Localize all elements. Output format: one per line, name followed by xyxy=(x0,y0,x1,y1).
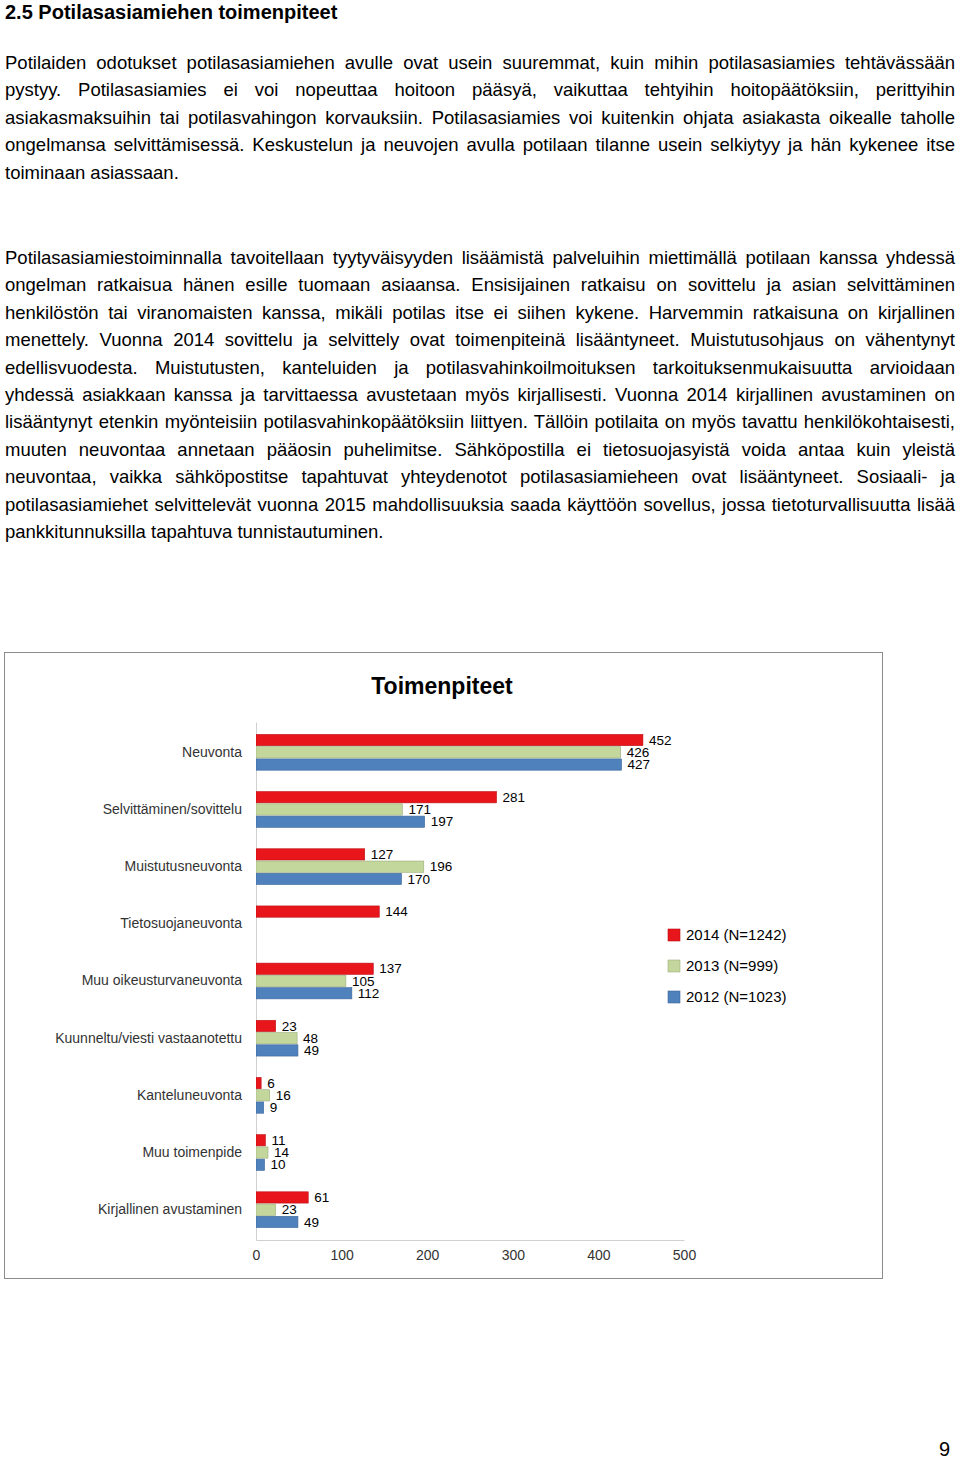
bar xyxy=(256,1102,264,1113)
data-label: 61 xyxy=(314,1190,329,1205)
data-label: 23 xyxy=(282,1202,297,1217)
data-label: 112 xyxy=(358,986,380,1001)
y-tick: Muistutusneuvonta xyxy=(124,858,256,874)
page-number: 9 xyxy=(939,1438,950,1461)
bar xyxy=(256,963,373,974)
data-label: 6 xyxy=(267,1076,275,1091)
y-tick: Neuvonta xyxy=(182,744,256,760)
bar xyxy=(256,906,379,917)
bar xyxy=(256,975,346,986)
data-label: 144 xyxy=(385,904,408,919)
legend-label: 2012 (N=1023) xyxy=(686,988,787,1005)
bar xyxy=(256,1159,265,1170)
data-label: 49 xyxy=(304,1043,319,1058)
bar xyxy=(256,849,365,860)
bar xyxy=(256,1045,298,1056)
x-tick-label: 300 xyxy=(502,1247,526,1263)
data-label: 196 xyxy=(430,859,453,874)
x-tick-label: 0 xyxy=(253,1247,261,1263)
x-axis: 0 100 200 300 400 500 xyxy=(253,1240,697,1263)
axis-line xyxy=(257,1240,685,1241)
legend: 2014 (N=1242) 2013 (N=999) 2012 (N=1023) xyxy=(668,926,787,1005)
y-tick-label: Tietosuojaneuvonta xyxy=(120,915,242,931)
y-tick: Kirjallinen avustaminen xyxy=(98,1201,256,1217)
bar xyxy=(256,1077,261,1088)
y-tick-label: Muu toimenpide xyxy=(142,1144,242,1160)
legend-swatch xyxy=(668,960,680,972)
chart-title: Toimenpiteet xyxy=(371,673,513,699)
bar xyxy=(256,1135,265,1146)
x-tick-label: 100 xyxy=(330,1247,354,1263)
y-tick-label: Kirjallinen avustaminen xyxy=(98,1201,242,1217)
data-label: 23 xyxy=(282,1019,297,1034)
data-label: 281 xyxy=(503,790,526,805)
data-label: 10 xyxy=(271,1157,286,1172)
data-label: 137 xyxy=(379,961,402,976)
heading: 2.5 Potilasasiamiehen toimenpiteet xyxy=(5,0,337,24)
bar xyxy=(256,1090,270,1101)
legend-swatch xyxy=(668,991,680,1003)
chart: Toimenpiteet 0 100 200 300 400 500 Neuvonta Selv… xyxy=(4,652,883,1279)
x-tick: 200 xyxy=(416,1240,440,1263)
data-label: 49 xyxy=(304,1215,319,1230)
x-tick: 500 xyxy=(673,1240,697,1263)
bar xyxy=(256,804,402,815)
legend-swatch xyxy=(668,929,680,941)
data-label: 170 xyxy=(408,872,431,887)
y-tick: Selvittäminen/sovittelu xyxy=(103,801,256,817)
x-tick-label: 400 xyxy=(587,1247,611,1263)
bar xyxy=(256,792,497,803)
bar xyxy=(256,816,425,827)
bar xyxy=(256,1204,276,1215)
bar xyxy=(256,1020,276,1031)
data-label: 452 xyxy=(649,733,672,748)
x-tick: 300 xyxy=(502,1240,526,1263)
bar xyxy=(256,1216,298,1227)
bars xyxy=(256,734,643,1227)
bar xyxy=(256,861,424,872)
bar xyxy=(256,1192,308,1203)
data-label: 197 xyxy=(431,814,454,829)
bar xyxy=(256,1033,297,1044)
y-tick-label: Neuvonta xyxy=(182,744,242,760)
x-tick: 0 xyxy=(253,1240,261,1263)
paragraph: Potilaiden odotukset potilasasiamiehen a… xyxy=(5,49,955,186)
y-tick-label: Muistutusneuvonta xyxy=(124,858,242,874)
data-label: 127 xyxy=(371,847,394,862)
y-tick-label: Kanteluneuvonta xyxy=(137,1087,242,1103)
x-tick-label: 200 xyxy=(416,1247,440,1263)
chart-frame xyxy=(5,653,883,1279)
paragraph: Potilasasiamiestoiminnalla tavoitellaan … xyxy=(5,244,955,545)
x-tick: 100 xyxy=(330,1240,354,1263)
data-label: 16 xyxy=(276,1088,291,1103)
bar xyxy=(256,988,352,999)
legend-label: 2013 (N=999) xyxy=(686,957,778,974)
data-label: 9 xyxy=(270,1100,278,1115)
y-tick: Kanteluneuvonta xyxy=(137,1087,256,1103)
y-tick: Muu toimenpide xyxy=(142,1144,256,1160)
data-label: 427 xyxy=(628,757,651,772)
data-labels: 4522811271441372361161426171196105481614… xyxy=(267,733,671,1230)
bar xyxy=(256,873,402,884)
bar xyxy=(256,759,622,770)
x-tick: 400 xyxy=(587,1240,611,1263)
bar xyxy=(256,747,621,758)
bar xyxy=(256,1147,268,1158)
data-label: 171 xyxy=(408,802,431,817)
y-tick-label: Muu oikeusturvaneuvonta xyxy=(82,972,243,988)
y-tick: Tietosuojaneuvonta xyxy=(120,915,256,931)
bar xyxy=(256,734,643,745)
x-tick-label: 500 xyxy=(673,1247,697,1263)
y-tick: Kuunneltu/viesti vastaanotettu xyxy=(55,1030,256,1046)
y-tick-label: Kuunneltu/viesti vastaanotettu xyxy=(55,1030,242,1046)
legend-label: 2014 (N=1242) xyxy=(686,926,787,943)
y-tick-label: Selvittäminen/sovittelu xyxy=(103,801,242,817)
y-axis: Neuvonta Selvittäminen/sovittelu Muistutus… xyxy=(55,723,256,1241)
y-tick: Muu oikeusturvaneuvonta xyxy=(82,972,256,988)
